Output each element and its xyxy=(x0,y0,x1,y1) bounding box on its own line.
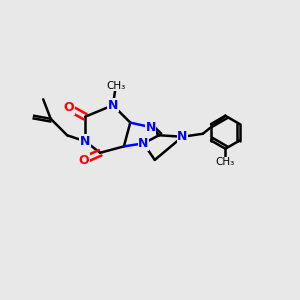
Text: O: O xyxy=(78,154,89,167)
Text: CH₃: CH₃ xyxy=(216,157,235,167)
Text: O: O xyxy=(63,101,74,114)
Text: N: N xyxy=(108,99,118,112)
Text: N: N xyxy=(146,121,156,134)
Text: N: N xyxy=(177,130,188,143)
Text: CH₃: CH₃ xyxy=(106,81,125,91)
Text: N: N xyxy=(138,137,148,150)
Text: N: N xyxy=(80,135,90,148)
